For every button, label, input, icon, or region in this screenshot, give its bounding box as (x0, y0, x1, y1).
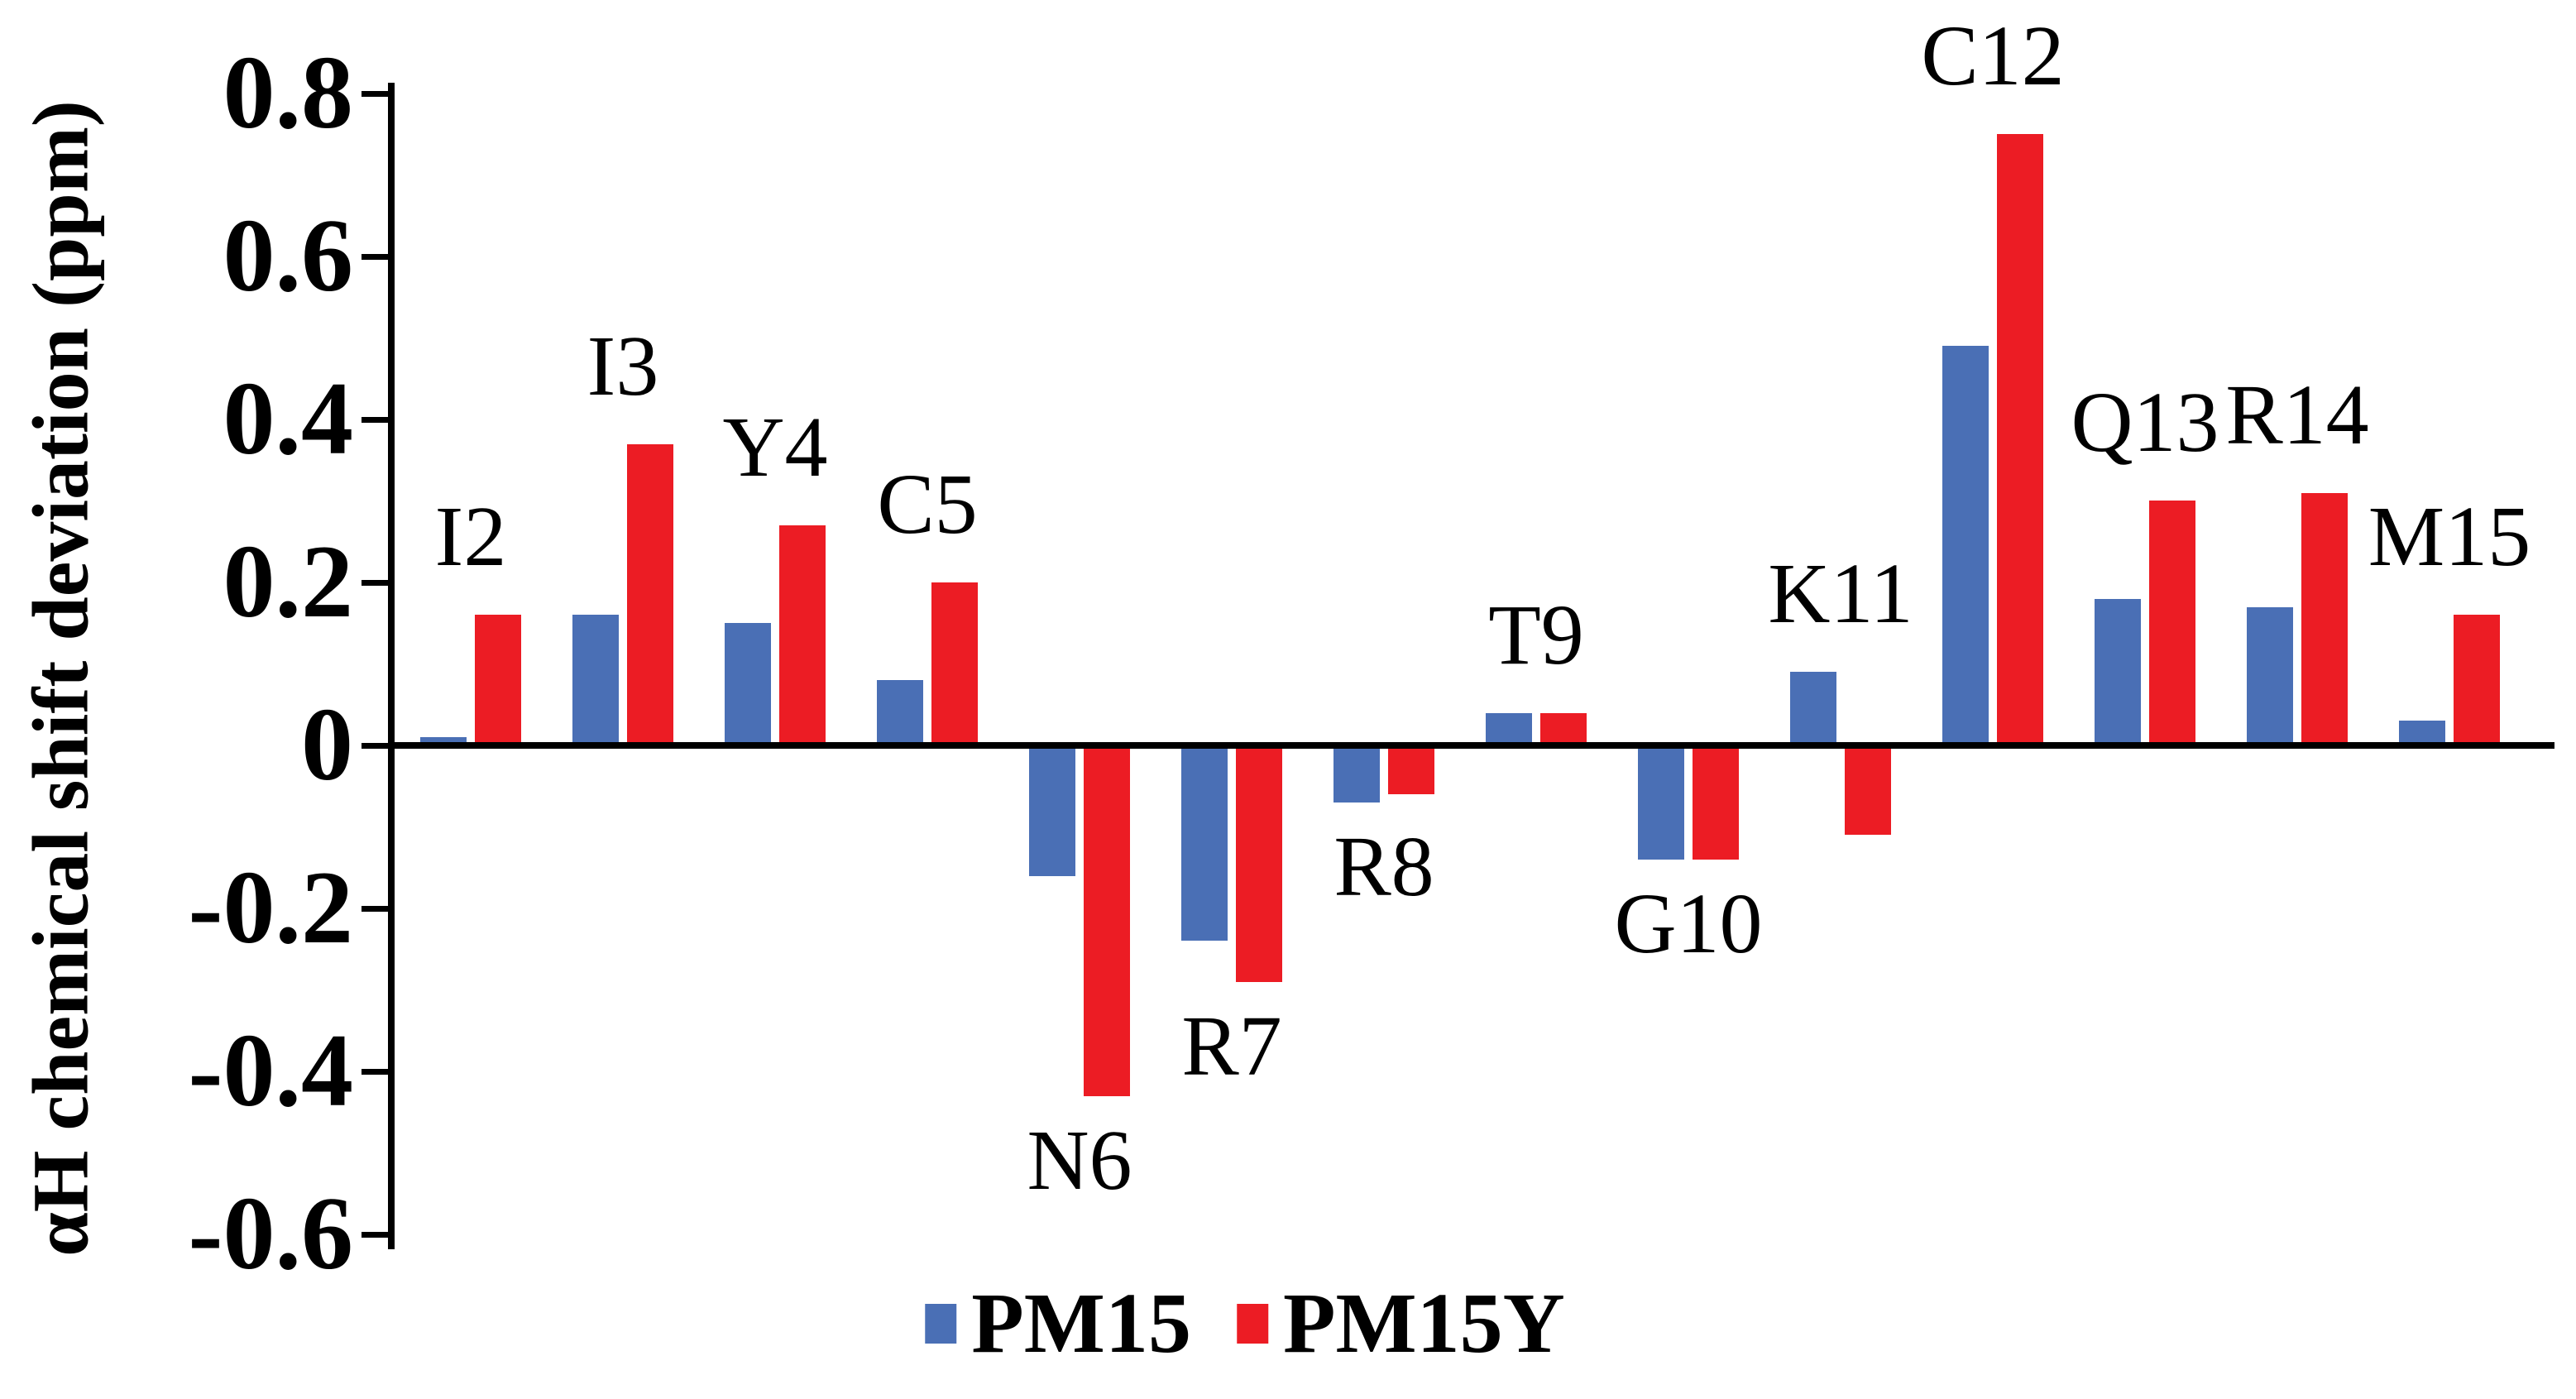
legend-label-PM15Y: PM15Y (1282, 1276, 1565, 1371)
y-tick-label: 0.4 (223, 362, 354, 477)
bar-PM15-I2 (420, 737, 467, 745)
bar-PM15Y-R14 (2301, 493, 2348, 745)
bar-PM15-T9 (1486, 713, 1532, 745)
category-label-M15: M15 (2368, 489, 2531, 584)
legend-item-PM15Y: PM15Y (1236, 1276, 1565, 1371)
y-tick-label: -0.4 (188, 1013, 353, 1128)
y-tick-mark (362, 580, 388, 586)
bar-PM15Y-M15 (2454, 615, 2500, 745)
y-tick-mark (362, 254, 388, 260)
x-axis-line (388, 742, 2554, 749)
bar-PM15-M15 (2399, 721, 2445, 745)
bar-PM15Y-R8 (1388, 745, 1434, 794)
category-label-T9: T9 (1488, 587, 1584, 683)
bar-PM15-G10 (1638, 745, 1684, 860)
y-tick-label: 0.6 (223, 199, 354, 314)
bar-PM15Y-C5 (931, 582, 978, 745)
bar-PM15-R8 (1333, 745, 1380, 803)
bar-PM15-N6 (1029, 745, 1075, 876)
category-label-R14: R14 (2225, 367, 2369, 462)
y-axis-line (388, 83, 395, 1249)
y-tick-label: 0.8 (223, 36, 354, 151)
category-label-Y4: Y4 (722, 400, 828, 495)
legend-item-PM15: PM15 (925, 1281, 1191, 1367)
bar-PM15Y-I3 (627, 444, 673, 745)
bar-PM15-I3 (572, 615, 619, 745)
bar-PM15Y-K11 (1845, 745, 1891, 835)
bar-PM15Y-C12 (1997, 134, 2043, 745)
bar-PM15Y-N6 (1084, 745, 1130, 1096)
y-tick-label: -0.6 (188, 1176, 353, 1291)
category-label-R7: R7 (1181, 999, 1282, 1094)
bar-PM15Y-T9 (1540, 713, 1587, 745)
category-label-C5: C5 (877, 457, 978, 552)
legend-swatch-PM15Y (1236, 1304, 1268, 1344)
category-label-R8: R8 (1333, 819, 1434, 914)
category-label-C12: C12 (1921, 8, 2065, 103)
category-label-I2: I2 (434, 489, 507, 584)
bar-PM15-K11 (1790, 672, 1836, 745)
bar-PM15-C12 (1942, 346, 1989, 745)
bar-PM15-Y4 (725, 623, 771, 745)
y-tick-label: 0 (301, 688, 353, 803)
category-label-I3: I3 (587, 319, 659, 414)
y-tick-label: -0.2 (188, 850, 353, 965)
bar-PM15-Q13 (2095, 599, 2141, 745)
y-tick-mark (362, 1232, 388, 1238)
legend-swatch-PM15 (925, 1304, 957, 1344)
category-label-K11: K11 (1768, 546, 1913, 641)
y-tick-mark (362, 417, 388, 423)
y-tick-mark (362, 1069, 388, 1075)
y-tick-mark (362, 91, 388, 97)
y-tick-mark (362, 743, 388, 749)
legend: PM15 PM15Y (925, 1276, 1565, 1371)
bar-PM15-C5 (877, 680, 923, 745)
bar-PM15Y-Q13 (2149, 501, 2195, 745)
bar-PM15Y-G10 (1693, 745, 1739, 860)
y-tick-mark (362, 906, 388, 912)
bar-PM15Y-R7 (1236, 745, 1282, 982)
bar-PM15Y-Y4 (779, 525, 826, 745)
category-label-Q13: Q13 (2071, 375, 2219, 470)
y-tick-label: 0.2 (223, 525, 354, 640)
bar-PM15Y-I2 (475, 615, 521, 745)
bar-PM15-R7 (1181, 745, 1228, 941)
category-label-G10: G10 (1614, 876, 1763, 971)
legend-label-PM15: PM15 (971, 1276, 1191, 1371)
category-label-N6: N6 (1027, 1113, 1132, 1208)
bar-PM15-R14 (2247, 607, 2293, 745)
